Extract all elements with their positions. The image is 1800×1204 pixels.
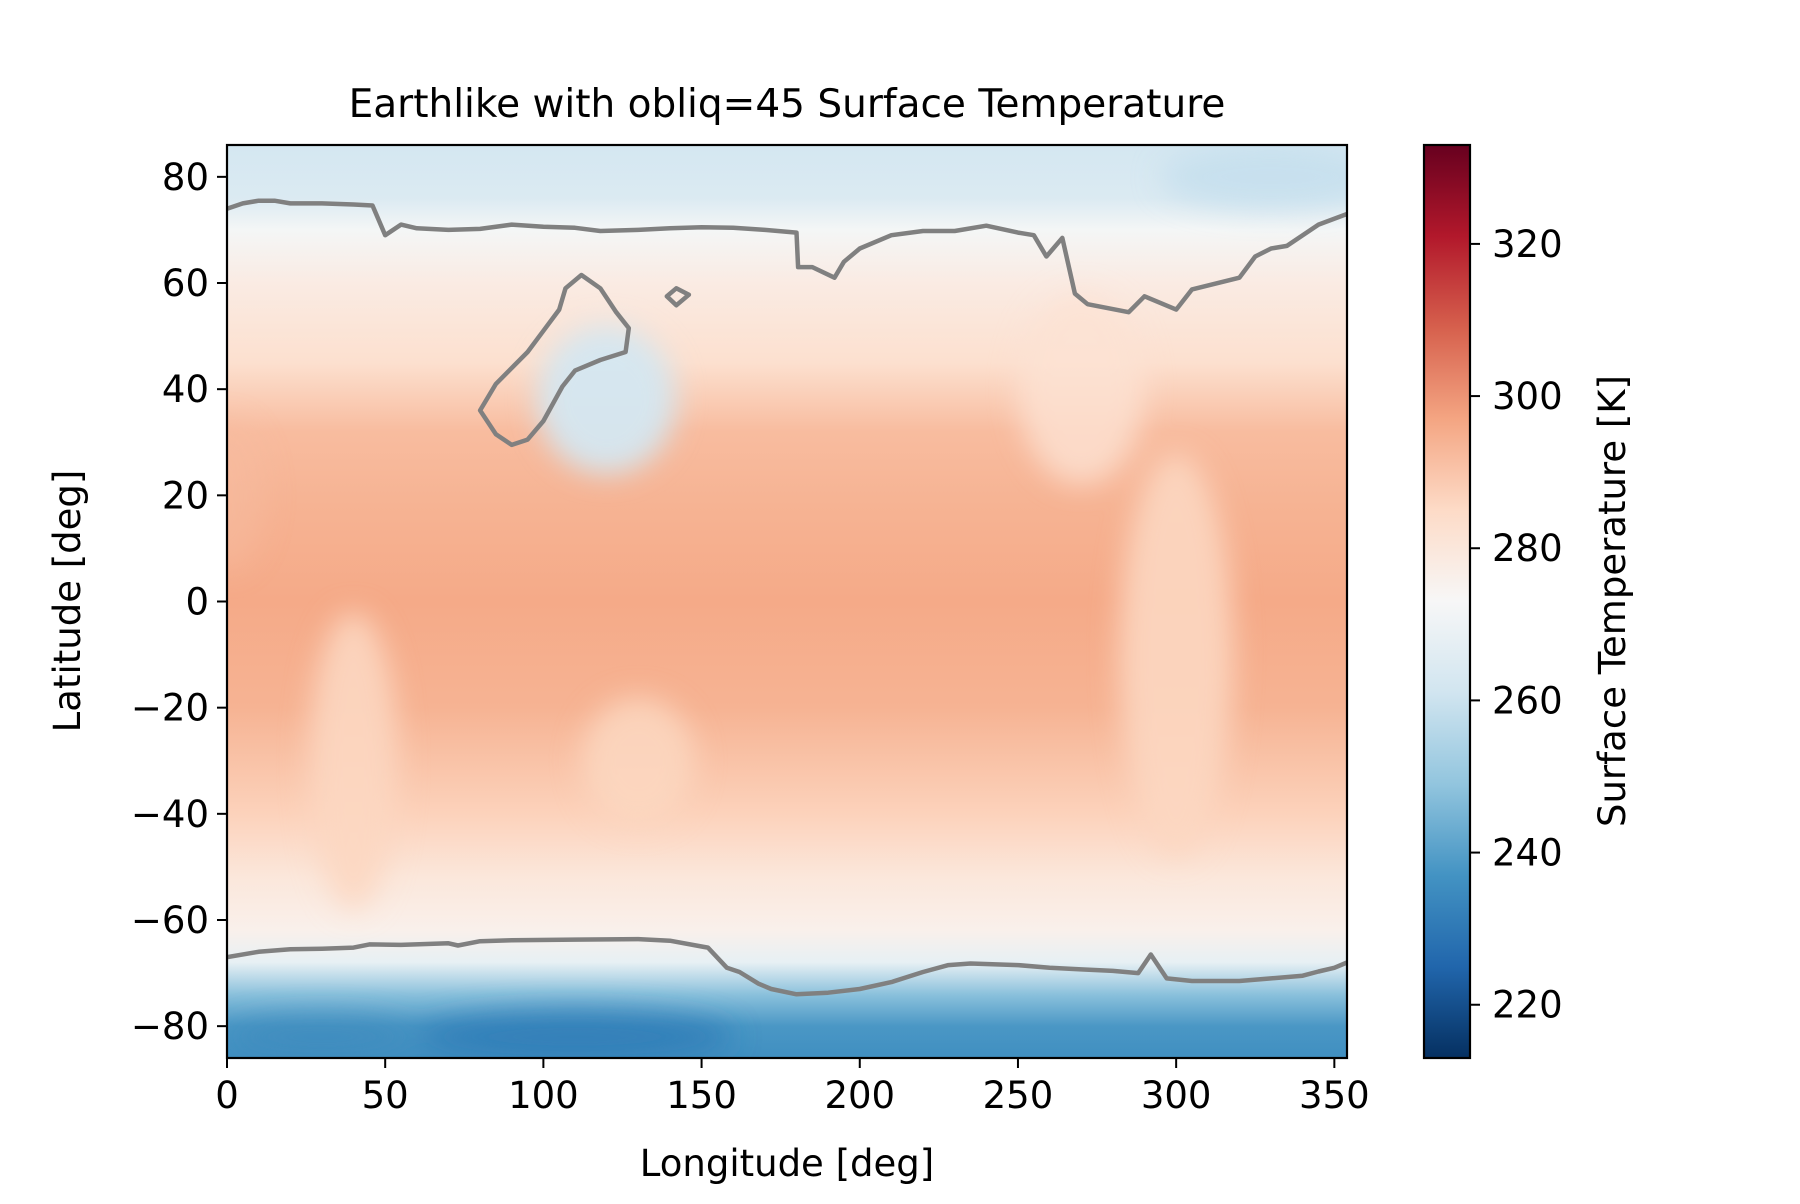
x-axis-label: Longitude [deg] (640, 1142, 934, 1185)
contour-line-north (227, 198, 1347, 315)
y-tick-label: 40 (162, 368, 209, 411)
freezing-contours (227, 198, 1347, 997)
y-tick-label: −60 (131, 899, 209, 942)
colorbar-tick-label: 240 (1492, 832, 1563, 875)
x-tick-label: 300 (1141, 1074, 1212, 1117)
plot-area: 0 50 100 150 200 250 300 350 −80 −60 −40 −20 0 20 40 6… (131, 143, 1370, 1117)
colorbar-tick-label: 320 (1492, 223, 1563, 266)
contour-island (477, 272, 632, 448)
heatmap-region (1017, 293, 1145, 485)
y-tick-label: −80 (131, 1005, 209, 1048)
x-tick-label: 100 (508, 1074, 579, 1117)
colorbar-tick-label: 300 (1492, 375, 1563, 418)
heatmap-region (537, 325, 677, 475)
colorbar-tick-label: 220 (1492, 984, 1563, 1027)
y-tick-label: 60 (162, 262, 209, 305)
contour-island (664, 286, 692, 308)
y-tick-label: 80 (162, 156, 209, 199)
colorbar-ticks: 220 240 260 280 300 320 (1470, 223, 1563, 1027)
y-tick-label: −40 (131, 793, 209, 836)
contour-line-south (227, 936, 1347, 997)
heatmap-region (416, 1010, 734, 1058)
colorbar-tick-label: 260 (1492, 679, 1563, 722)
x-tick-label: 0 (215, 1074, 239, 1117)
x-axis-ticks: 0 50 100 150 200 250 300 350 (215, 1058, 1370, 1117)
heatmap-region (227, 421, 265, 570)
chart-title: Earthlike with obliq=45 Surface Temperat… (349, 82, 1226, 127)
heatmap-region (581, 697, 696, 825)
x-tick-label: 50 (362, 1074, 409, 1117)
colorbar-label: Surface Temperature [K] (1591, 375, 1634, 827)
colorbar-tick-label: 280 (1492, 527, 1563, 570)
heatmap-region (309, 612, 398, 910)
x-tick-label: 250 (983, 1074, 1054, 1117)
heatmap-regional-variations (227, 145, 1347, 1058)
heatmap-region (227, 1015, 417, 1058)
y-tick-label: −20 (131, 687, 209, 730)
y-axis-label: Latitude [deg] (46, 470, 89, 733)
heatmap-region (1160, 145, 1347, 209)
heatmap-field (227, 145, 1347, 1058)
y-axis-ticks: −80 −60 −40 −20 0 20 40 60 80 (131, 156, 227, 1048)
heatmap-region (1119, 452, 1234, 857)
colorbar: 220 240 260 280 300 320 Surface Temperature [… (1422, 143, 1634, 1060)
y-tick-label: 20 (162, 474, 209, 517)
x-tick-label: 150 (666, 1074, 737, 1117)
x-tick-label: 350 (1299, 1074, 1370, 1117)
x-tick-label: 200 (824, 1074, 895, 1117)
y-tick-label: 0 (185, 581, 209, 624)
colorbar-gradient (1422, 143, 1472, 1060)
